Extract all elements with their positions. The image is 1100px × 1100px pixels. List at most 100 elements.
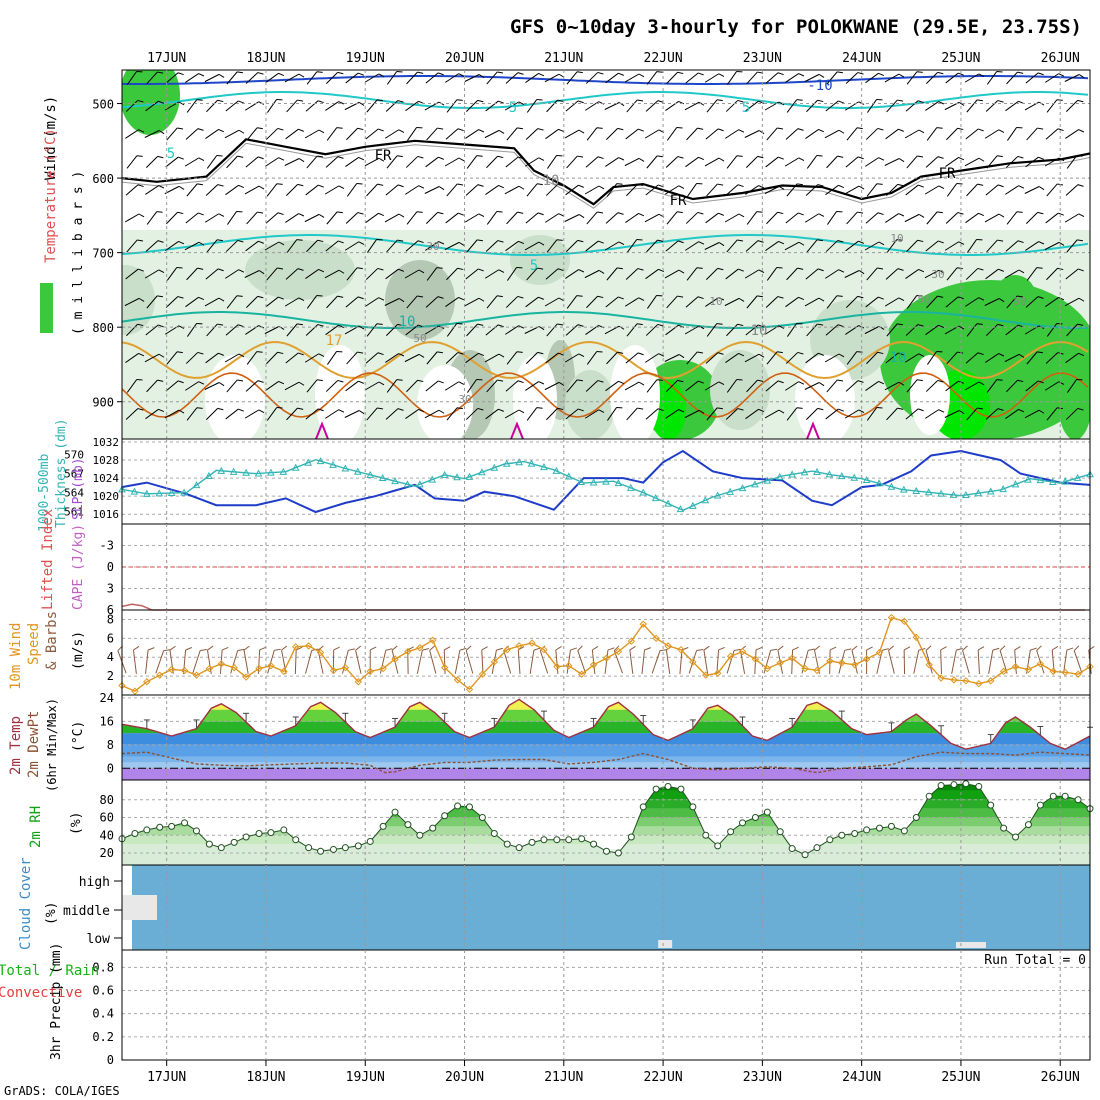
wind-barb bbox=[905, 324, 924, 336]
wind-barb bbox=[306, 295, 323, 309]
wind-speed-marker bbox=[664, 642, 672, 650]
barb-feather bbox=[838, 408, 844, 412]
wind-barb bbox=[424, 186, 445, 194]
barb-shaft bbox=[386, 239, 398, 253]
wind-barb bbox=[125, 352, 145, 363]
wind-barb bbox=[546, 239, 563, 253]
barb-shaft bbox=[325, 71, 339, 85]
temp-tick-label: 24 bbox=[100, 691, 114, 705]
axis-title-rh-units: (%) bbox=[69, 812, 84, 835]
wind-barb bbox=[1024, 101, 1045, 111]
barb-shaft bbox=[385, 353, 399, 363]
barb-shaft bbox=[744, 353, 760, 363]
barb-shaft bbox=[564, 129, 580, 139]
thickness-marker bbox=[974, 489, 983, 497]
barb-feather bbox=[357, 296, 364, 300]
axis-title-wind-units: (m/s) bbox=[71, 631, 86, 670]
barb-shaft bbox=[805, 268, 819, 280]
rh-marker bbox=[515, 844, 523, 852]
barb-shaft bbox=[226, 379, 238, 393]
rh-marker bbox=[404, 821, 412, 829]
wind-barb bbox=[505, 240, 525, 252]
barb-shaft bbox=[205, 129, 219, 139]
thickness-marker bbox=[167, 488, 176, 497]
wind-barb bbox=[326, 127, 343, 141]
barb-shaft bbox=[685, 212, 699, 224]
wind-barb bbox=[286, 99, 304, 113]
barb-feather bbox=[1030, 647, 1037, 651]
barb-feather bbox=[356, 267, 363, 270]
barb-shaft bbox=[366, 407, 378, 421]
barb-shaft bbox=[867, 99, 877, 113]
barb-feather bbox=[538, 381, 545, 385]
wind-barb bbox=[1045, 128, 1064, 140]
barb-feather bbox=[888, 645, 894, 651]
barb-feather bbox=[1073, 645, 1080, 651]
barb-feather bbox=[757, 379, 764, 382]
barb-feather bbox=[918, 213, 925, 218]
barb-feather bbox=[997, 239, 1004, 242]
barb-feather bbox=[478, 129, 485, 133]
barb-shaft bbox=[645, 184, 659, 196]
barb-feather bbox=[697, 211, 704, 215]
wind-speed-marker bbox=[614, 647, 623, 656]
barb-feather bbox=[1037, 72, 1044, 76]
barb-feather bbox=[498, 129, 505, 134]
barb-feather bbox=[517, 380, 524, 384]
surface-wind-barb bbox=[355, 645, 362, 674]
barb-shaft bbox=[985, 100, 999, 112]
wind-barb bbox=[486, 71, 504, 85]
barb-shaft bbox=[986, 155, 998, 169]
barb-shaft bbox=[126, 155, 138, 169]
dry-pocket-0 bbox=[205, 355, 265, 439]
barb-feather bbox=[617, 267, 623, 270]
barb-feather bbox=[716, 99, 723, 102]
dewpoint-line bbox=[121, 751, 1091, 774]
barb-shaft bbox=[1024, 186, 1040, 194]
barb-feather bbox=[792, 646, 799, 651]
wind-barb bbox=[704, 73, 725, 83]
barb-feather bbox=[798, 157, 805, 162]
date-label-bottom: 25JUN bbox=[941, 1070, 980, 1085]
barb-feather bbox=[577, 100, 584, 104]
barb-feather bbox=[456, 407, 463, 410]
wind-barb bbox=[825, 408, 844, 420]
wind-barb bbox=[525, 212, 544, 224]
barb-feather bbox=[977, 646, 985, 651]
barb-shaft bbox=[429, 650, 437, 674]
barb-feather bbox=[857, 380, 864, 383]
axis-title-2m-rh: 2m RH bbox=[28, 806, 44, 848]
barb-shaft bbox=[546, 323, 558, 337]
barb-shaft bbox=[466, 155, 478, 169]
barb-shaft bbox=[946, 183, 958, 197]
barb-feather bbox=[1036, 267, 1043, 269]
barb-shaft bbox=[227, 211, 237, 225]
wind-barb bbox=[166, 127, 184, 141]
barb-shaft bbox=[1064, 297, 1080, 307]
barb-feather bbox=[257, 72, 264, 75]
wind-barb bbox=[485, 324, 504, 336]
barb-feather bbox=[177, 211, 184, 215]
barb-feather bbox=[274, 648, 281, 651]
barb-feather bbox=[940, 646, 947, 651]
barb-feather bbox=[217, 99, 224, 103]
wind-barb bbox=[626, 183, 644, 197]
barb-shaft bbox=[705, 128, 719, 140]
rh-marker bbox=[391, 808, 399, 816]
barb-shaft bbox=[1064, 213, 1080, 223]
wind-barb bbox=[547, 154, 563, 169]
barb-feather bbox=[318, 129, 325, 134]
wind-barb bbox=[346, 183, 363, 197]
thickness-marker bbox=[353, 467, 362, 475]
frame-precip bbox=[121, 949, 1091, 1061]
wind-barb bbox=[645, 353, 665, 363]
wind-barb bbox=[145, 408, 165, 420]
barb-feather bbox=[1016, 211, 1023, 213]
wind-barb bbox=[624, 297, 645, 307]
barb-feather bbox=[736, 155, 743, 157]
barb-shaft bbox=[985, 323, 999, 337]
thickness-marker bbox=[900, 485, 908, 493]
barb-feather bbox=[1018, 408, 1025, 413]
barb-shaft bbox=[326, 295, 338, 309]
